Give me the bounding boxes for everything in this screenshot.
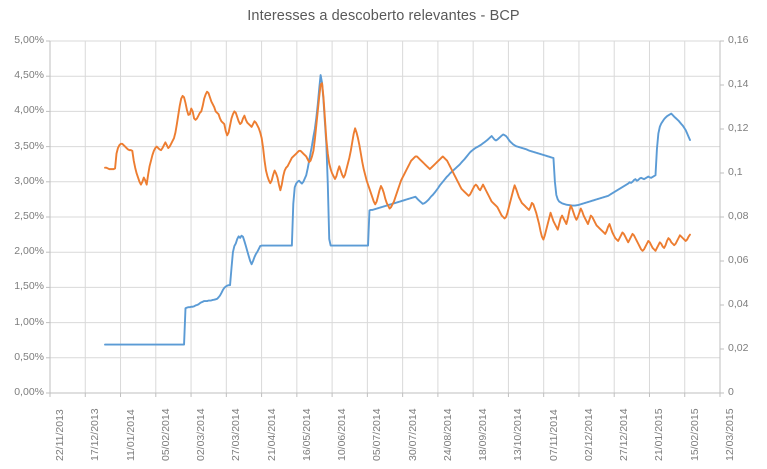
x-tick-label: 10/06/2014 xyxy=(336,408,349,461)
y-right-tick-label: 0,16 xyxy=(728,34,749,46)
y-left-tick-label: 2,50% xyxy=(14,210,44,222)
x-tick-label: 07/11/2014 xyxy=(547,409,560,461)
y-left-tick-label: 3,00% xyxy=(14,174,44,187)
y-left-tick-label: 3,50% xyxy=(14,139,44,152)
y-left-tick-label: 0,00% xyxy=(14,386,44,398)
x-tick-label: 16/05/2014 xyxy=(300,408,313,461)
x-tick-label: 27/12/2014 xyxy=(618,408,631,461)
y-left-tick-label: 4,00% xyxy=(14,104,44,117)
x-tick-label: 15/02/2015 xyxy=(688,408,701,461)
y-left-tick-label: 2,00% xyxy=(14,245,44,258)
x-tick-label: 05/07/2014 xyxy=(371,408,384,461)
y-left-tick-label: 4,50% xyxy=(14,69,44,82)
x-tick-label: 27/03/2014 xyxy=(230,408,243,461)
x-tick-label: 30/07/2014 xyxy=(406,408,419,461)
x-tick-label: 18/09/2014 xyxy=(477,408,490,461)
y-right-tick-label: 0,06 xyxy=(728,254,749,266)
x-tick-label: 11/01/2014 xyxy=(124,409,137,461)
series-line-1 xyxy=(104,74,691,346)
y-left-tick-label: 5,00% xyxy=(14,34,44,46)
y-right-tick-label: 0,04 xyxy=(728,298,749,310)
x-tick-label: 17/12/2013 xyxy=(89,408,102,461)
x-tick-label: 13/10/2014 xyxy=(512,408,525,461)
x-tick-label: 02/12/2014 xyxy=(582,408,595,461)
y-left-tick-label: 0,50% xyxy=(14,350,44,363)
y-right-tick-label: 0,08 xyxy=(728,210,749,222)
x-tick-label: 02/03/2014 xyxy=(195,408,208,461)
x-tick-label: 21/04/2014 xyxy=(265,408,278,461)
x-tick-label: 22/11/2013 xyxy=(54,409,66,461)
series-line-2 xyxy=(104,82,691,252)
y-right-tick-label: 0 xyxy=(728,386,734,398)
x-tick-label: 12/03/2015 xyxy=(724,408,736,461)
x-tick-label: 05/02/2014 xyxy=(159,408,172,461)
y-right-tick-label: 0,14 xyxy=(728,78,749,90)
y-right-tick-label: 0,12 xyxy=(728,122,749,134)
x-tick-label: 24/08/2014 xyxy=(441,408,454,461)
y-left-tick-label: 1,50% xyxy=(14,280,44,293)
gridlines xyxy=(49,40,721,394)
y-right-tick-label: 0,1 xyxy=(728,166,743,178)
y-left-tick-label: 1,00% xyxy=(14,315,44,328)
series-lines xyxy=(104,74,691,346)
y-right-tick-label: 0,02 xyxy=(728,342,749,354)
chart-title: Interesses a descoberto relevantes - BCP xyxy=(247,8,520,24)
x-tick-label: 21/01/2015 xyxy=(653,408,666,461)
tick-marks xyxy=(46,40,724,397)
